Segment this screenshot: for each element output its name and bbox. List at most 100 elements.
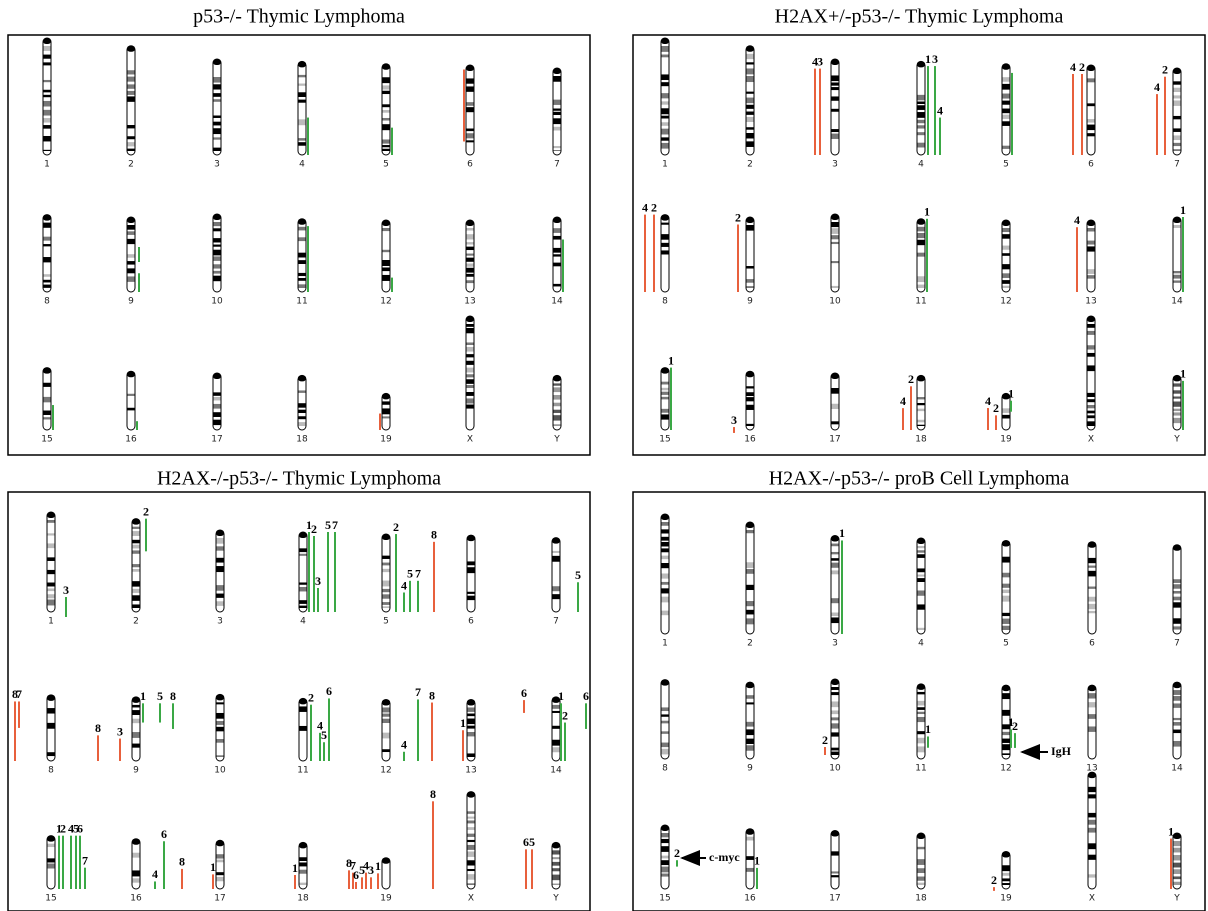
chromosome-label: X	[1088, 435, 1094, 445]
band	[468, 811, 475, 814]
band	[1003, 84, 1010, 90]
band	[832, 710, 839, 714]
band	[918, 403, 925, 405]
band	[1174, 95, 1181, 98]
centromere	[382, 393, 390, 399]
cnv-label: 1	[925, 52, 931, 66]
band	[662, 731, 669, 734]
band	[468, 869, 475, 871]
cnv-label: 6	[326, 684, 332, 698]
centromere	[216, 530, 224, 536]
band	[1088, 275, 1095, 278]
band	[662, 714, 669, 716]
chromosome-label: 8	[662, 764, 668, 774]
band	[44, 101, 51, 107]
band	[918, 550, 925, 552]
band	[1003, 584, 1010, 588]
chromosome-label: 15	[45, 894, 56, 904]
band	[467, 328, 474, 333]
band	[467, 129, 474, 132]
band	[918, 253, 925, 257]
band	[747, 562, 754, 568]
chromosome-label: X	[468, 894, 474, 904]
band	[662, 409, 669, 413]
band	[383, 139, 390, 143]
chromosome-label: 4	[300, 617, 306, 627]
centromere	[1173, 833, 1181, 839]
band	[467, 264, 474, 267]
band	[44, 95, 51, 97]
cnv-label: 2	[1012, 719, 1018, 733]
band	[1088, 241, 1095, 245]
chromosome-label: 14	[550, 766, 562, 776]
band	[662, 522, 669, 526]
band	[1089, 587, 1096, 589]
band	[467, 234, 474, 239]
band	[662, 563, 669, 568]
band	[217, 721, 224, 725]
centromere	[382, 64, 390, 70]
band	[832, 388, 839, 394]
band	[44, 110, 51, 116]
centromere	[466, 220, 474, 226]
centromere	[299, 698, 307, 704]
chromosome-label: 1	[662, 160, 668, 170]
band	[918, 568, 925, 572]
chromosome-label: 15	[659, 894, 670, 904]
band	[747, 133, 754, 138]
band	[467, 392, 474, 396]
band	[128, 77, 135, 82]
band	[662, 388, 669, 391]
cnv-label: 3	[63, 583, 69, 597]
band	[1003, 744, 1010, 750]
cnv-label: 1	[839, 526, 845, 540]
band	[1003, 115, 1010, 119]
band	[918, 590, 925, 595]
band	[300, 587, 307, 591]
band	[383, 145, 390, 147]
cnv-label: 4	[642, 200, 648, 214]
chromosome-label: X	[467, 435, 473, 445]
band	[468, 840, 475, 842]
band	[217, 739, 224, 743]
band	[832, 871, 839, 873]
band	[918, 132, 925, 135]
chromosome-label: 2	[747, 160, 753, 170]
band	[553, 884, 560, 885]
band	[832, 82, 839, 85]
band	[832, 687, 839, 690]
band	[467, 102, 474, 106]
band	[383, 569, 390, 572]
band	[1089, 843, 1096, 849]
centromere	[213, 214, 221, 220]
band	[383, 118, 390, 121]
band	[1174, 848, 1181, 853]
chromosome	[831, 59, 839, 155]
band	[467, 354, 474, 357]
cnv-label: 8	[431, 528, 437, 542]
band	[214, 222, 221, 226]
band	[300, 870, 307, 874]
band	[662, 707, 669, 711]
centromere	[299, 842, 307, 848]
band	[747, 397, 754, 401]
cnv-label: 8	[170, 689, 176, 703]
band	[214, 397, 221, 400]
band	[1003, 234, 1010, 239]
chromosome-label: 17	[829, 894, 840, 904]
chromosome	[213, 59, 221, 155]
centromere	[746, 371, 754, 377]
band	[133, 531, 140, 536]
band	[554, 118, 561, 124]
band	[44, 118, 51, 122]
band	[299, 84, 306, 86]
band	[832, 617, 839, 623]
centromere	[298, 219, 306, 225]
band	[133, 589, 140, 593]
chromosome-label: 9	[128, 297, 134, 307]
band	[747, 279, 754, 283]
centromere	[746, 829, 754, 835]
band	[918, 546, 925, 548]
band	[918, 101, 925, 103]
chromosome-label: 12	[380, 766, 391, 776]
